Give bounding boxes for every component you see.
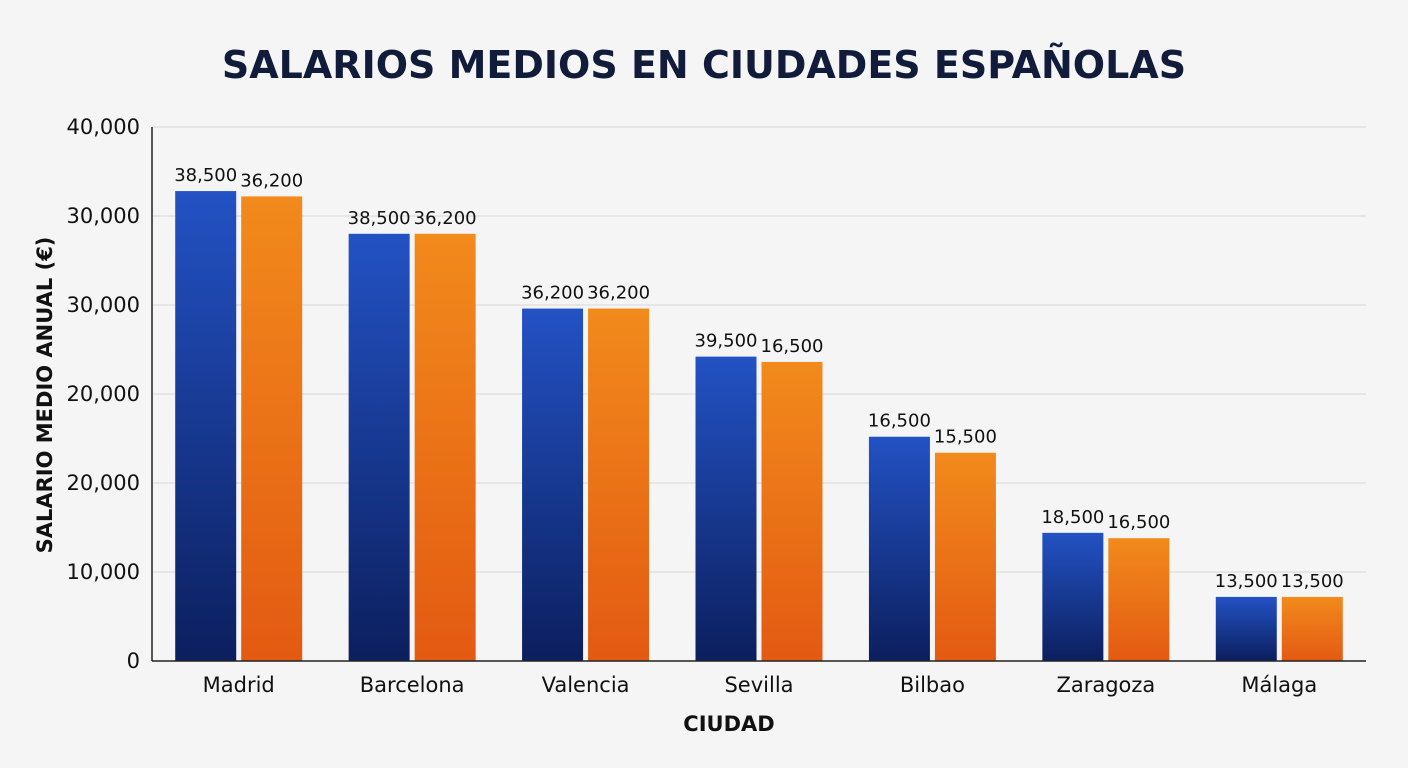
x-tick-label: Madrid xyxy=(203,673,275,697)
y-tick-label: 40,000 xyxy=(67,115,140,139)
x-tick-label: Barcelona xyxy=(360,673,465,697)
x-tick-label: Zaragoza xyxy=(1056,673,1155,697)
data-label: 15,500 xyxy=(934,427,997,448)
x-tick-label: Málaga xyxy=(1241,673,1317,697)
bar-1-sevilla xyxy=(695,356,757,661)
chart-title: SALARIOS MEDIOS EN CIUDADES ESPAÑOLAS xyxy=(222,43,1186,87)
x-tick-label: Sevilla xyxy=(724,673,793,697)
data-label: 13,500 xyxy=(1215,571,1278,592)
bar-2-bilbao xyxy=(934,452,996,661)
bar-1-málaga xyxy=(1215,596,1277,661)
bar-1-valencia xyxy=(522,308,584,661)
data-label: 38,500 xyxy=(348,208,411,229)
y-axis-title: SALARIO MEDIO ANUAL (€) xyxy=(33,237,57,554)
bar-2-málaga xyxy=(1281,596,1343,661)
data-label: 36,200 xyxy=(587,283,650,304)
bar-2-barcelona xyxy=(414,233,476,662)
x-axis-title: CIUDAD xyxy=(683,712,774,736)
data-label: 36,200 xyxy=(521,283,584,304)
x-tick-label: Valencia xyxy=(542,673,630,697)
y-tick-label: 30,000 xyxy=(67,293,140,317)
bar-1-zaragoza xyxy=(1042,532,1104,661)
bar-2-zaragoza xyxy=(1108,538,1170,661)
data-label: 39,500 xyxy=(695,331,758,352)
bar-2-valencia xyxy=(588,308,650,661)
data-label: 36,200 xyxy=(240,170,303,191)
data-label: 16,500 xyxy=(868,411,931,432)
data-label: 18,500 xyxy=(1041,507,1104,528)
y-tick-label: 30,000 xyxy=(67,204,140,228)
y-tick-label: 0 xyxy=(127,649,140,673)
x-tick-label: Bilbao xyxy=(900,673,965,697)
data-label: 38,500 xyxy=(174,165,237,186)
y-tick-label: 10,000 xyxy=(67,560,140,584)
bar-1-barcelona xyxy=(348,233,410,662)
data-label: 16,500 xyxy=(1107,512,1170,533)
bars-layer xyxy=(175,191,1343,662)
data-label: 16,500 xyxy=(761,336,824,357)
y-tick-label: 20,000 xyxy=(67,382,140,406)
data-label: 13,500 xyxy=(1281,571,1344,592)
data-label: 36,200 xyxy=(414,208,477,229)
y-tick-label: 20,000 xyxy=(67,471,140,495)
bar-2-sevilla xyxy=(761,361,823,661)
bar-2-madrid xyxy=(241,196,303,662)
bar-1-madrid xyxy=(175,191,237,661)
bar-1-bilbao xyxy=(868,436,930,661)
